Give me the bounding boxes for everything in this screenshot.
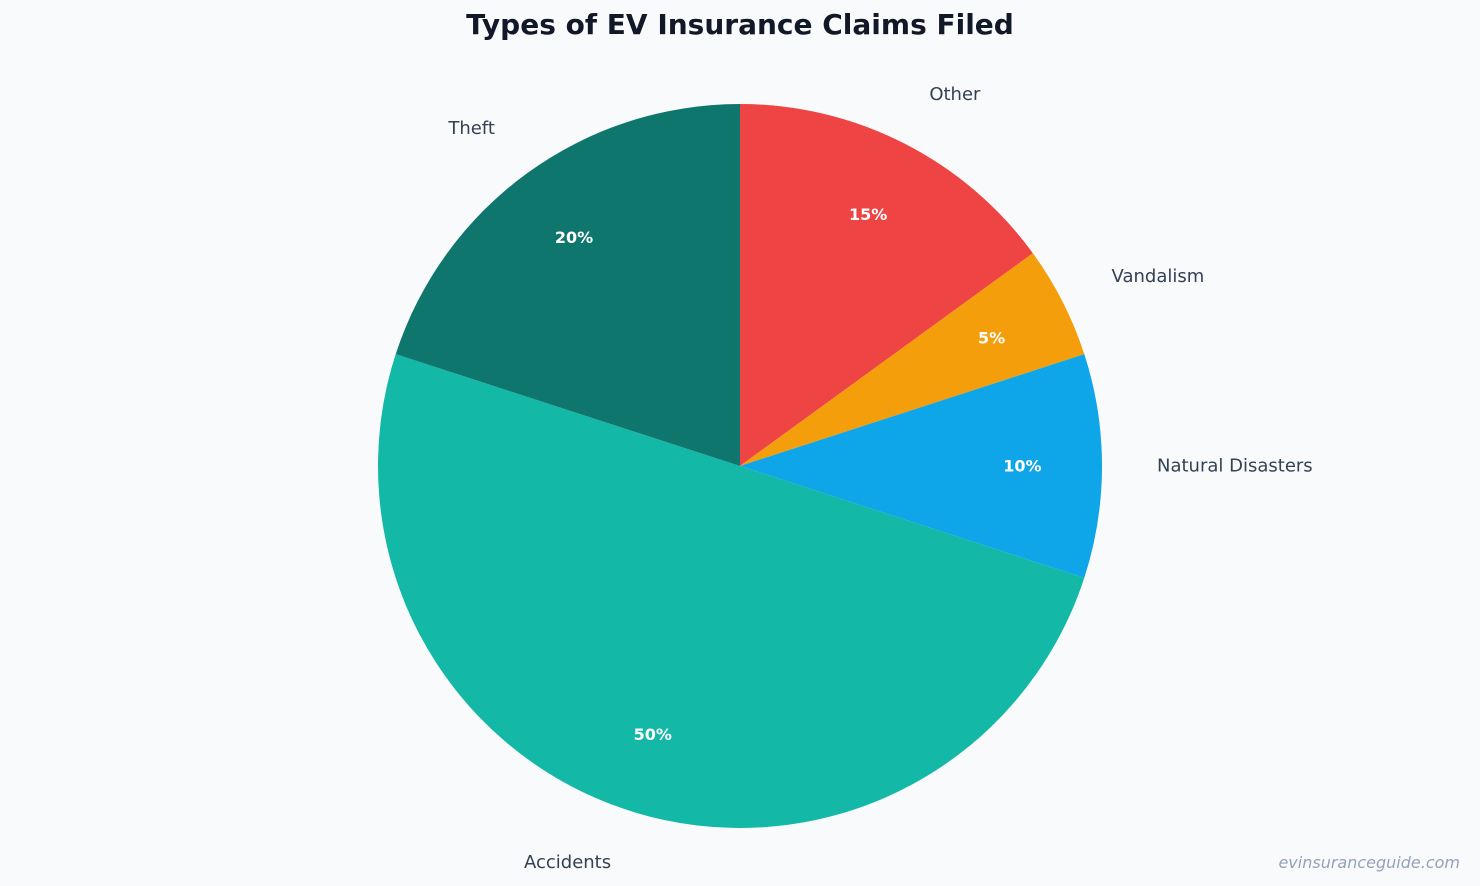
pie-slice-other — [740, 104, 1033, 466]
slice-label-accidents: Accidents — [524, 852, 611, 873]
chart-title: Types of EV Insurance Claims Filed — [466, 8, 1014, 41]
slice-label-vandalism: Vandalism — [1112, 266, 1205, 287]
pie-slice-theft — [395, 104, 740, 466]
pct-label-accidents: 50% — [634, 725, 672, 744]
slice-label-other: Other — [929, 84, 981, 105]
pie-slice-accidents — [377, 354, 1085, 829]
pie-slice-vandalism — [740, 253, 1085, 466]
pct-label-vandalism: 5% — [978, 328, 1005, 347]
slice-label-natural-disasters: Natural Disasters — [1157, 456, 1313, 477]
pct-label-other: 15% — [849, 205, 887, 224]
pct-label-theft: 20% — [555, 228, 593, 247]
slice-label-theft: Theft — [447, 118, 495, 139]
watermark: evinsuranceguide.com — [1278, 853, 1460, 872]
pct-label-natural-disasters: 10% — [1003, 457, 1041, 476]
pie-slice-natural-disasters — [740, 354, 1103, 578]
